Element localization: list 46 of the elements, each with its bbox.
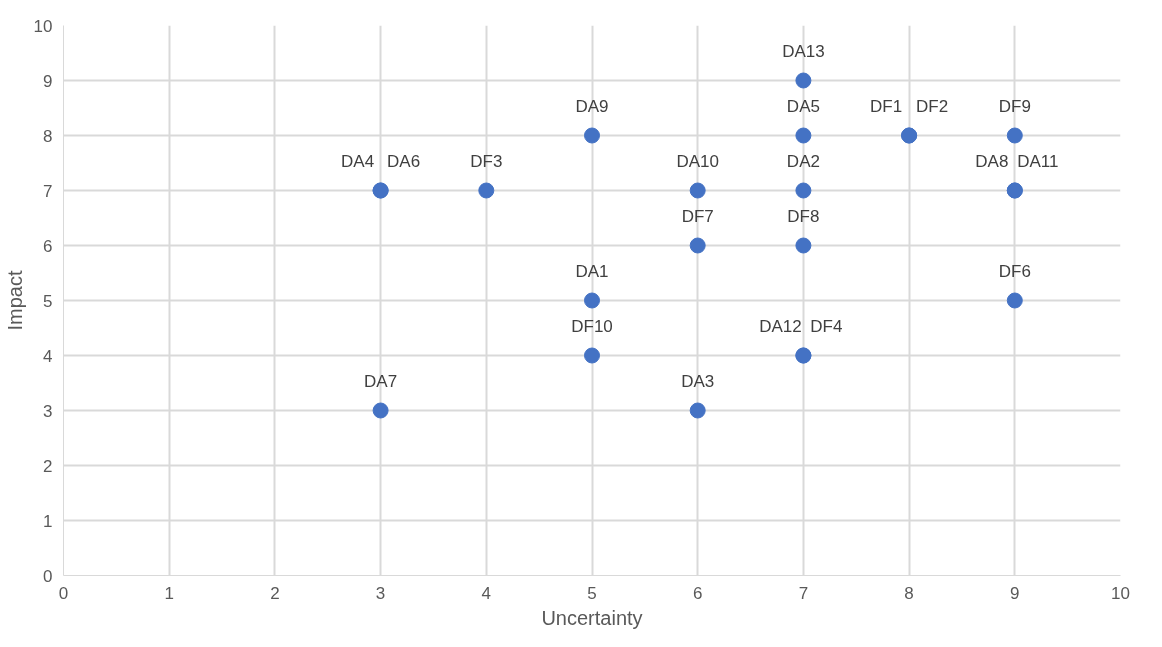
annotation: DA6: [387, 151, 421, 171]
y-tick-label: 10: [33, 16, 53, 36]
annotation: DA7: [364, 371, 398, 391]
annotation: DA1: [575, 261, 609, 281]
x-tick-label: 10: [1111, 583, 1130, 603]
y-tick-label: 1: [43, 511, 53, 531]
y-tick-label: 8: [43, 126, 53, 146]
annotation: DA3: [681, 371, 715, 391]
annotation: DA10: [676, 151, 719, 171]
x-tick-label: 3: [375, 583, 386, 603]
x-tick-label: 5: [587, 583, 597, 603]
y-tick-label: 5: [43, 291, 53, 311]
annotation: DF2: [916, 96, 949, 116]
y-tick-label: 7: [43, 181, 53, 201]
y-tick-label: 3: [43, 401, 53, 421]
annotation: DA4: [341, 151, 375, 171]
annotation: DF10: [571, 316, 613, 336]
annotation: DF7: [681, 206, 714, 226]
annotation: DF6: [998, 261, 1031, 281]
annotation: DA8: [975, 151, 1009, 171]
y-axis-title: Impact: [3, 270, 26, 331]
annotation: DF9: [998, 96, 1031, 116]
annotation: DF4: [810, 316, 843, 336]
x-tick-label: 0: [58, 583, 69, 603]
annotation: DF1: [870, 96, 903, 116]
x-tick-label: 2: [270, 583, 280, 603]
annotation: DF8: [787, 206, 820, 226]
x-tick-label: 9: [1010, 583, 1020, 603]
x-tick-label: 4: [481, 583, 492, 603]
annotation: DA11: [1017, 151, 1059, 171]
y-tick-label: 4: [43, 346, 53, 366]
x-tick-label: 1: [164, 583, 174, 603]
x-tick-label: 8: [904, 583, 914, 603]
y-tick-label: 0: [43, 566, 53, 586]
x-axis-title: Uncertainty: [541, 606, 643, 629]
y-tick-label: 9: [43, 71, 53, 91]
annotation: DF3: [470, 151, 503, 171]
y-tick-label: 2: [43, 456, 53, 476]
annotation: DA13: [782, 41, 825, 61]
annotation: DA9: [575, 96, 609, 116]
x-tick-label: 6: [692, 583, 703, 603]
annotation: DA2: [786, 151, 820, 171]
annotation: DA5: [786, 96, 820, 116]
y-tick-label: 6: [43, 236, 53, 256]
annotation: DA12: [759, 316, 802, 336]
x-tick-label: 7: [798, 583, 809, 603]
